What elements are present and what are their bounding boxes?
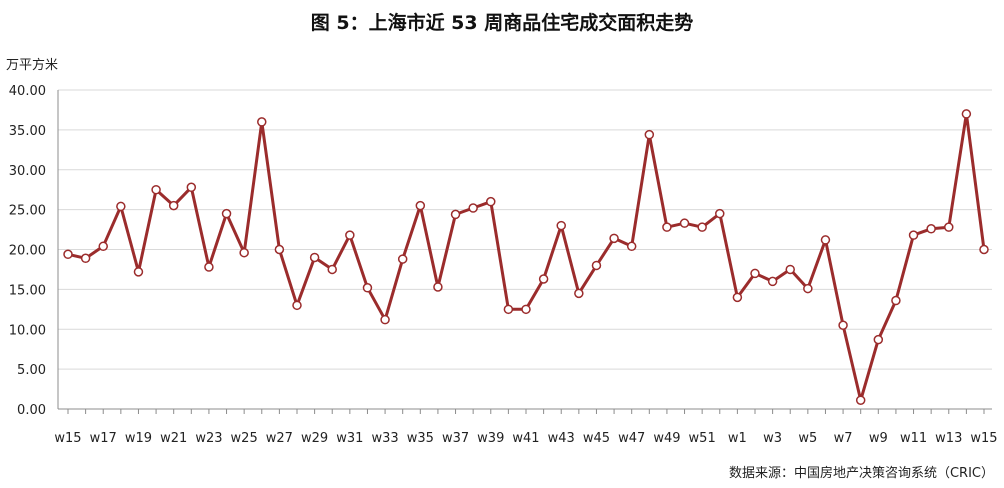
data-point	[715, 208, 725, 219]
x-tick-label: w39	[477, 431, 504, 446]
series-points	[63, 109, 989, 405]
x-axis: w15 w17 w19 w21 w23 w25 w27 w29 w31 w33 w35 w37 w39 w…	[54, 90, 998, 446]
data-point	[521, 304, 531, 315]
x-tick-label: w45	[583, 431, 610, 446]
y-tick-label: 10.00	[9, 323, 46, 338]
x-tick-label: w37	[442, 431, 469, 446]
data-point	[486, 196, 496, 207]
x-tick-label: w49	[653, 431, 680, 446]
y-tick-label: 5.00	[17, 363, 46, 378]
data-point	[116, 201, 126, 212]
data-point	[80, 253, 91, 264]
data-point	[785, 264, 795, 275]
data-point	[820, 235, 831, 245]
data-point	[626, 241, 637, 252]
data-point	[98, 241, 108, 252]
data-point	[556, 220, 566, 231]
data-point	[345, 230, 355, 240]
x-tick-label: w23	[195, 431, 222, 446]
x-tick-label: w43	[548, 431, 575, 446]
x-tick-label: w51	[689, 431, 716, 446]
x-tick-label: w3	[763, 431, 782, 446]
y-axis-unit-label: 万平方米	[6, 58, 59, 73]
y-axis-ticks: 0.00 5.00 10.00 15.00 20.00 25.00 30.00 35.00 40…	[9, 84, 46, 418]
data-point	[362, 283, 373, 293]
data-point	[838, 320, 848, 331]
data-point	[151, 184, 161, 195]
data-point	[204, 262, 214, 272]
data-point	[961, 109, 972, 119]
x-tick-label: w19	[125, 431, 152, 446]
x-tick-label: w25	[231, 431, 258, 446]
y-tick-label: 15.00	[9, 283, 46, 298]
data-source-note: 数据来源：中国房地产决策咨询系统（CRIC）	[728, 466, 994, 481]
x-tick-label: w17	[90, 431, 117, 446]
data-point	[591, 260, 602, 271]
x-tick-label: w13	[935, 431, 962, 446]
data-point	[433, 282, 443, 292]
data-point	[221, 208, 232, 219]
data-point	[186, 182, 197, 193]
x-tick-label: w1	[728, 431, 747, 446]
data-point	[750, 268, 760, 279]
data-point	[873, 334, 884, 345]
data-point	[891, 295, 901, 306]
data-point	[979, 244, 989, 255]
x-tick-label: w35	[407, 431, 434, 446]
data-point	[63, 249, 73, 260]
data-point	[257, 117, 267, 127]
data-point	[732, 292, 743, 303]
data-point	[133, 267, 144, 277]
data-point	[767, 276, 778, 287]
data-point	[415, 200, 426, 211]
data-point	[503, 304, 514, 315]
data-point	[644, 129, 655, 140]
data-point	[855, 395, 866, 405]
data-point	[926, 224, 936, 234]
y-tick-label: 40.00	[9, 84, 46, 99]
x-tick-label: w5	[798, 431, 817, 446]
y-tick-label: 0.00	[17, 403, 46, 418]
data-point	[574, 288, 584, 299]
x-tick-label: w21	[160, 431, 187, 446]
data-point	[292, 300, 302, 311]
data-point	[450, 209, 461, 220]
data-point	[538, 274, 549, 284]
y-tick-label: 25.00	[9, 204, 46, 219]
data-point	[380, 314, 390, 325]
data-point	[609, 233, 619, 244]
x-tick-label: w31	[336, 431, 363, 446]
series-line	[67, 112, 986, 402]
gridlines	[58, 89, 992, 370]
series-line-path	[67, 112, 986, 402]
data-point	[944, 222, 954, 232]
y-tick-label: 20.00	[9, 244, 46, 259]
data-point	[679, 218, 690, 228]
data-point	[274, 244, 285, 255]
data-point	[239, 247, 249, 258]
x-tick-label: w9	[869, 431, 888, 446]
chart-title: 图 5：上海市近 53 周商品住宅成交面积走势	[310, 12, 694, 34]
x-tick-label: w29	[301, 431, 328, 446]
y-tick-label: 30.00	[9, 164, 46, 179]
data-point	[468, 203, 478, 213]
data-point	[803, 283, 813, 294]
x-tick-label: w11	[900, 431, 927, 446]
data-point	[309, 252, 320, 263]
x-tick-label: w33	[371, 431, 398, 446]
x-tick-label: w7	[834, 431, 853, 446]
data-point	[662, 222, 672, 232]
data-point	[697, 222, 707, 232]
data-point	[908, 230, 919, 240]
x-tick-label: w41	[512, 431, 539, 446]
x-tick-label: w27	[266, 431, 293, 446]
data-point	[397, 254, 408, 264]
x-tick-label: w15	[970, 431, 997, 446]
y-tick-label: 35.00	[9, 124, 46, 139]
x-tick-label: w47	[618, 431, 645, 446]
data-point	[168, 200, 179, 211]
data-point	[327, 264, 337, 275]
x-tick-label: w15	[54, 431, 81, 446]
